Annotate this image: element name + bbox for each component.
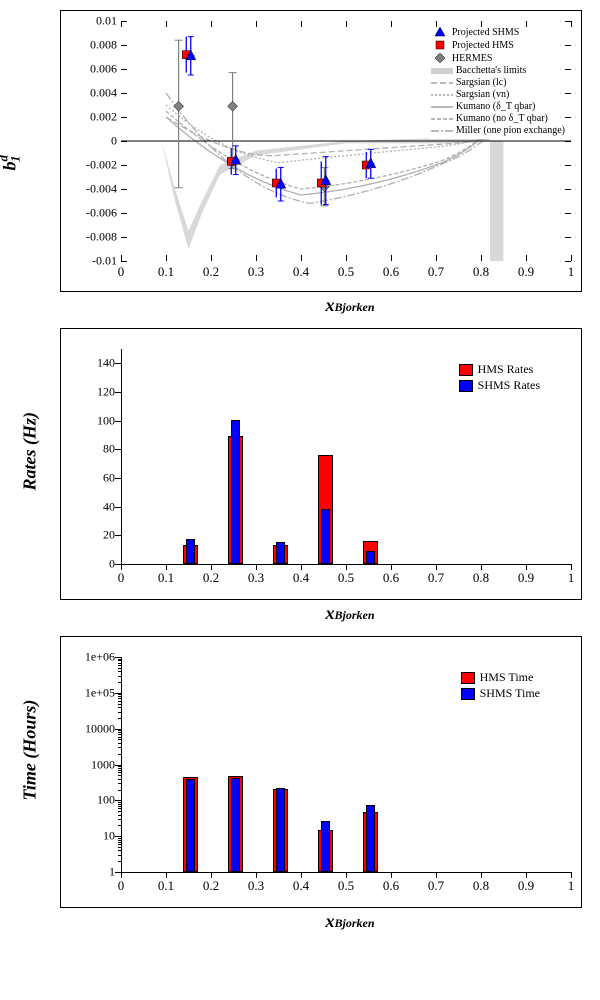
legend-item: HMS Time — [461, 670, 540, 685]
legend-item: HERMES — [431, 52, 565, 64]
legend-item: Kumano (δ_T qbar) — [431, 101, 565, 112]
chart1-xlabel: xBjorken — [90, 295, 600, 316]
chart2-xlabel: xBjorken — [90, 603, 600, 624]
shms-bar — [321, 509, 330, 564]
shms-bar — [366, 551, 375, 564]
shms-bar — [231, 778, 240, 872]
shms-bar — [276, 542, 285, 564]
legend-item: Sargsian (lc) — [431, 77, 565, 88]
shms-bar — [186, 539, 195, 564]
chart3-time: HMS TimeSHMS Time 00.10.20.30.40.50.60.7… — [60, 636, 582, 908]
shms-bar — [321, 821, 330, 872]
legend-item: HMS Rates — [459, 362, 540, 377]
legend-item: Kumano (no δ_T qbar) — [431, 113, 565, 124]
legend-item: SHMS Time — [461, 686, 540, 701]
legend-item: Bacchetta's limits — [431, 65, 565, 76]
chart2-rates: HMS RatesSHMS Rates 00.10.20.30.40.50.60… — [60, 328, 582, 600]
chart3-legend: HMS TimeSHMS Time — [459, 667, 542, 704]
chart2-ylabel: Rates (Hz) — [20, 371, 41, 491]
legend-item: Sargsian (vn) — [431, 89, 565, 100]
chart1-legend: Projected SHMSProjected HMSHERMESBacchet… — [429, 23, 567, 139]
legend-item: Projected HMS — [431, 39, 565, 51]
shms-bar — [366, 805, 375, 872]
shms-bar — [186, 779, 195, 872]
legend-item: Miller (one pion exchange) — [431, 125, 565, 136]
legend-item: SHMS Rates — [459, 378, 540, 393]
chart2-legend: HMS RatesSHMS Rates — [457, 359, 542, 396]
chart1-ylabel: bd1 — [0, 131, 21, 171]
chart3-xlabel: xBjorken — [90, 911, 600, 932]
shms-bar — [276, 788, 285, 872]
shms-bar — [231, 420, 240, 564]
legend-item: Projected SHMS — [431, 26, 565, 38]
chart1-b1d: Projected SHMSProjected HMSHERMESBacchet… — [60, 10, 582, 292]
chart3-ylabel: Time (Hours) — [20, 661, 41, 801]
